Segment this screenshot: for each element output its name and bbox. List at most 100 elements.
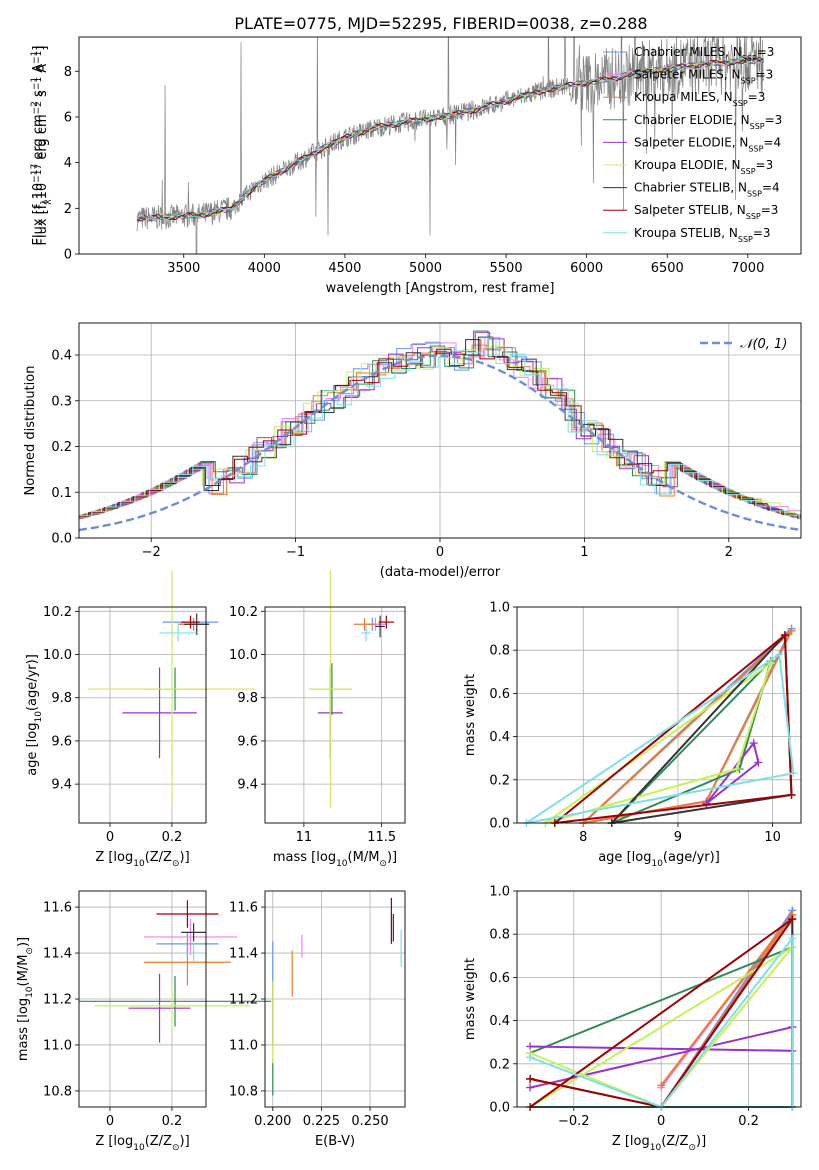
y-axis-label: Flux [fλ10−17 erg cm−2 s−1 A−1]: [34, 46, 54, 246]
x-axis-label: wavelength [Angstrom, rest frame]: [326, 281, 555, 296]
y-axis-label: age [log10(age/yr)]: [25, 654, 44, 776]
legend-text: Salpeter STELIB, N: [634, 203, 746, 217]
legend-suffix: =3: [756, 68, 774, 82]
figure-title: PLATE=0775, MJD=52295, FIBERID=0038, z=0…: [234, 14, 647, 33]
legend-label: 𝒩(0, 1): [740, 337, 787, 352]
spectrum-plot: [136, 37, 764, 254]
label-part: (Z/Z: [661, 1134, 688, 1149]
legend-text: Chabrier MILES, N: [634, 45, 742, 59]
legend-label: Salpeter ELODIE, NSSP=4: [634, 135, 781, 153]
legend-suffix: =3: [765, 113, 783, 127]
legend-sub: SSP: [741, 167, 756, 176]
label-part: −1: [34, 77, 44, 90]
weight-marker: [732, 765, 741, 773]
legend-sub: SSP: [733, 99, 748, 108]
label-part: )]: [16, 937, 31, 947]
label-part: Z [log: [95, 850, 133, 865]
y-tick-label: 11.6: [229, 901, 258, 916]
x-tick-label: 6000: [570, 261, 603, 276]
y-tick-label: 0.2: [489, 1057, 510, 1072]
y-tick-label: 11.4: [43, 947, 72, 962]
x-tick-label: 11: [296, 830, 313, 845]
y-tick-label: 0.6: [489, 971, 510, 986]
legend-text: Kroupa ELODIE, N: [634, 158, 741, 172]
label-part: 10: [650, 1143, 662, 1153]
weight-marker: [789, 769, 798, 778]
residual-histogram: [79, 339, 801, 519]
residual-histogram: [79, 330, 801, 519]
legend-text: Kroupa MILES, N: [634, 90, 733, 104]
x-tick-label: −0.2: [558, 1114, 590, 1129]
x-tick-label: 4000: [248, 261, 281, 276]
label-part: ]: [35, 46, 50, 51]
y-tick-label: 8: [64, 65, 72, 80]
y-tick-label: 11.2: [43, 993, 72, 1008]
x-tick-label: 11.5: [367, 830, 396, 845]
axes-frame: [264, 890, 406, 1108]
weight-marker: [787, 790, 796, 799]
legend-sub: SSP: [748, 144, 763, 153]
y-tick-label: 9.4: [51, 778, 72, 793]
label-part: λ: [44, 199, 54, 205]
label-part: −17: [30, 164, 40, 183]
label-part: −2: [30, 101, 40, 114]
weight-line: [529, 935, 794, 1109]
weight-line: [705, 740, 760, 805]
weight-marker: [787, 626, 796, 635]
y-tick-label: 1.0: [489, 885, 510, 900]
x-tick-label: 0.2: [738, 1114, 759, 1129]
label-part: ]: [31, 46, 46, 51]
legend-sub: SSP: [747, 189, 762, 198]
x-tick-label: 0.225: [303, 1114, 340, 1129]
panel-residuals: −2 −1 0 1 2 0.0 0.1 0.2 0.3 0.4 (data-model)/error…: [23, 322, 802, 580]
weight-marker: [754, 758, 763, 767]
label-part: s: [35, 90, 50, 101]
x-tick-label: 0.2: [162, 830, 183, 845]
x-tick-label: 9: [674, 830, 682, 845]
label-part: 10: [31, 183, 46, 200]
y-tick-label: 0.8: [489, 928, 510, 943]
x-axis-label: mass [log10(M/M⊙)]: [273, 850, 397, 869]
label-part: −1: [30, 51, 40, 64]
residual-plot: [79, 330, 801, 532]
label-part: −2: [34, 101, 44, 114]
y-tick-label: 0.0: [489, 817, 510, 832]
y-tick-label: 9.6: [51, 734, 72, 749]
y-tick-label: 0.3: [51, 394, 72, 409]
legend-label: Salpeter STELIB, NSSP=3: [634, 203, 778, 221]
x-tick-label: 4500: [328, 261, 361, 276]
weight-marker: [526, 1053, 535, 1062]
label-part: ⊙: [25, 947, 35, 955]
x-tick-label: 3500: [167, 261, 200, 276]
legend-label: Kroupa MILES, NSSP=3: [634, 90, 765, 108]
x-tick-label: −1: [286, 545, 305, 560]
label-part: λ: [40, 199, 50, 205]
y-tick-label: 0: [64, 248, 72, 263]
weight-line: [610, 660, 772, 824]
axes-frame: [516, 890, 802, 1108]
x-tick-label: 5500: [490, 261, 523, 276]
label-part: (age/yr)]: [663, 850, 720, 865]
label-part: 10: [34, 711, 44, 723]
y-tick-label: 11.2: [229, 993, 258, 1008]
residual-histogram: [79, 345, 801, 518]
residual-histogram: [79, 336, 801, 518]
y-tick-label: 10.8: [229, 1084, 258, 1099]
label-part: s: [31, 90, 46, 101]
legend-suffix: =4: [762, 181, 780, 195]
spectrum-model-line: [136, 57, 764, 222]
x-tick-label: −2: [142, 545, 161, 560]
label-part: 10: [133, 859, 145, 869]
legend-text: Chabrier ELODIE, N: [634, 113, 750, 127]
label-part: −1: [30, 77, 40, 90]
axes-frame: [78, 890, 207, 1108]
y-tick-label: 9.6: [237, 734, 258, 749]
residual-histogram: [79, 337, 801, 520]
x-axis-label: Z [log10(Z/Z⊙)]: [95, 1134, 189, 1153]
weight-marker: [702, 799, 711, 808]
y-tick-label: 10.2: [43, 605, 72, 620]
y-tick-label: 9.4: [237, 778, 258, 793]
x-axis-label: Z [log10(Z/Z⊙)]: [612, 1134, 706, 1153]
